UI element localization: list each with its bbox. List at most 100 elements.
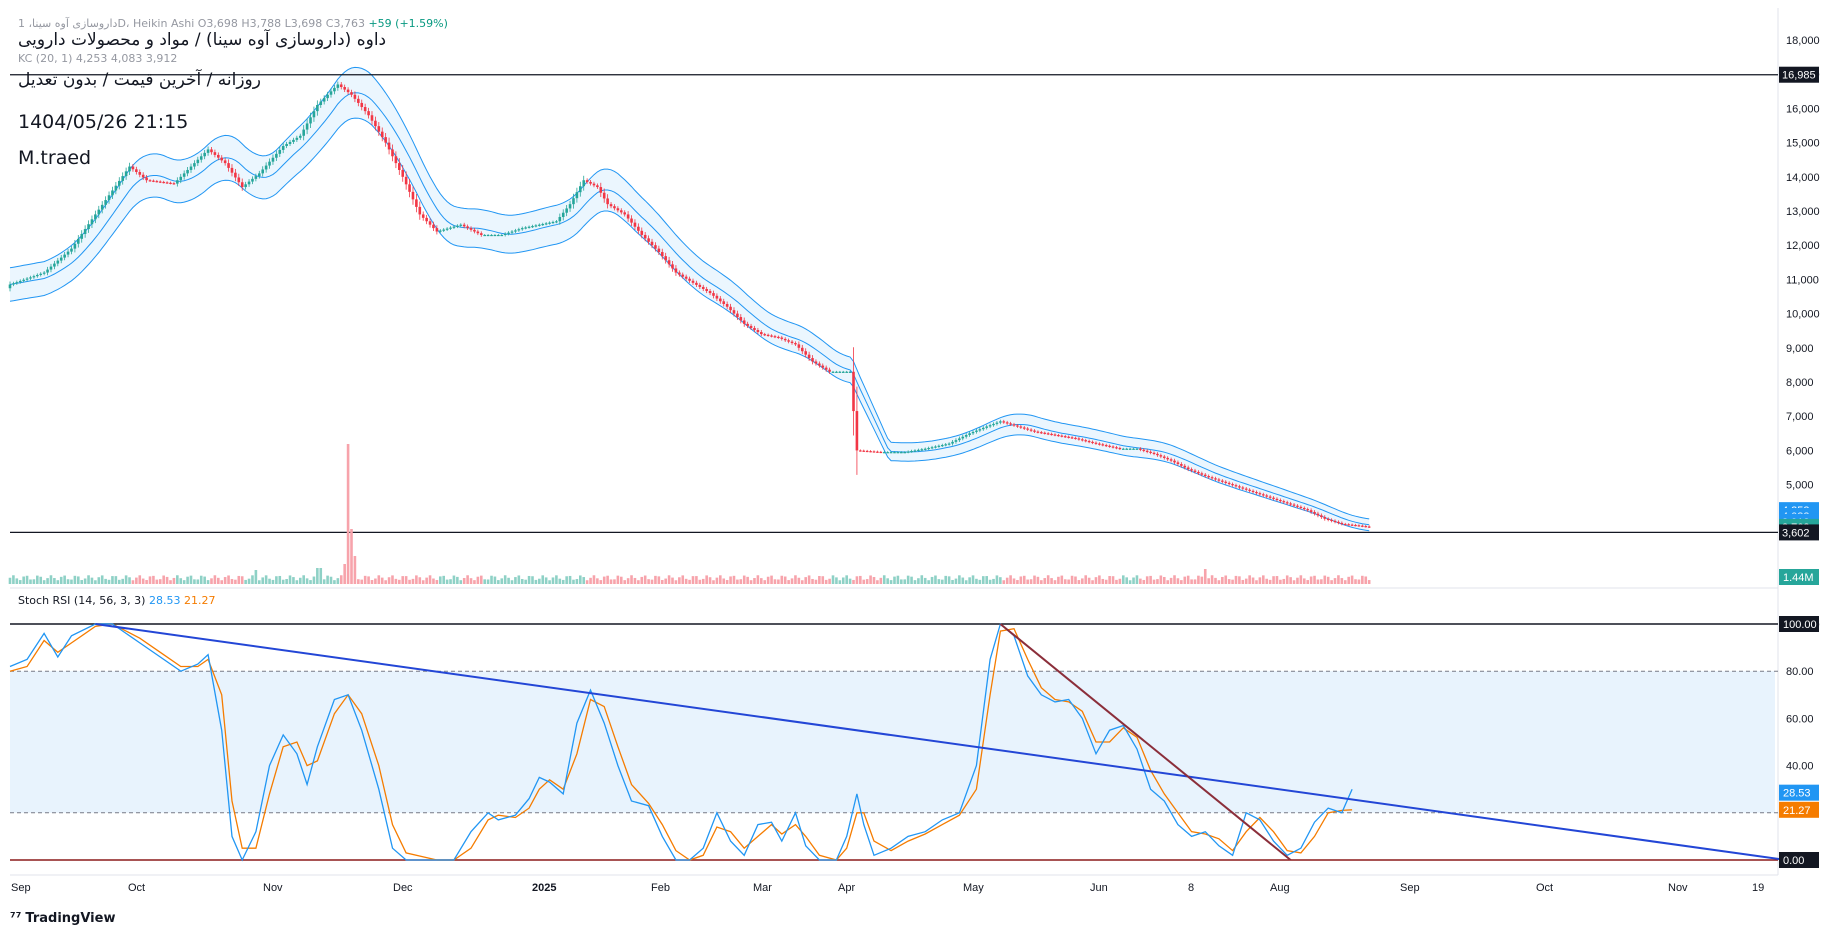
- candle-body: [83, 229, 87, 234]
- candle-body: [869, 451, 872, 453]
- volume-badge: [1779, 569, 1819, 585]
- volume-bar: [1067, 579, 1070, 584]
- candle-body: [305, 123, 309, 130]
- volume-bar: [678, 577, 681, 584]
- candle-body: [879, 451, 883, 454]
- volume-bar: [100, 575, 104, 584]
- stoch-rsi-label: Stoch RSI (14, 56, 3, 3): [18, 594, 146, 607]
- volume-bar: [729, 576, 732, 584]
- volume-bar: [859, 575, 862, 584]
- volume-bar: [1306, 580, 1309, 584]
- volume-bar: [695, 576, 698, 584]
- candle-body: [339, 84, 343, 88]
- time-axis-label: 2025: [532, 882, 556, 894]
- candle-body: [1238, 486, 1241, 488]
- volume-bar: [739, 579, 743, 584]
- candle-body: [254, 176, 258, 179]
- volume-bar: [708, 577, 712, 584]
- volume-bar: [1125, 577, 1129, 584]
- volume-bar: [281, 579, 285, 584]
- tradingview-brand[interactable]: ⁷⁷ TradingView: [10, 911, 115, 926]
- time-axis-label: Feb: [651, 882, 670, 894]
- candle-body: [1289, 503, 1292, 505]
- volume-bar: [1043, 578, 1047, 584]
- volume-bar: [398, 579, 401, 584]
- volume-bar: [1231, 579, 1234, 584]
- volume-bar: [326, 575, 329, 584]
- stoch-badge-label: 21.27: [1783, 805, 1811, 817]
- volume-bar: [841, 577, 845, 584]
- candle-body: [77, 238, 80, 244]
- volume-bar: [1176, 578, 1180, 584]
- candle-body: [602, 192, 606, 199]
- volume-bar: [56, 580, 60, 584]
- candle-body: [479, 233, 483, 235]
- candle-body: [708, 291, 712, 294]
- volume-bar: [869, 575, 872, 584]
- candle-body: [742, 320, 746, 324]
- volume-bar: [1197, 575, 1200, 584]
- candle-body: [227, 163, 230, 168]
- volume-bar: [339, 575, 343, 584]
- candle-body: [531, 226, 534, 228]
- volume-bar: [701, 578, 705, 584]
- candle-body: [319, 101, 323, 105]
- volume-bar: [920, 575, 924, 584]
- candle-body: [558, 216, 562, 222]
- candle-body: [917, 449, 920, 452]
- volume-bar: [838, 580, 842, 584]
- candle-body: [910, 450, 913, 453]
- keltner-middle: [9, 92, 1370, 526]
- volume-bar: [865, 579, 869, 584]
- volume-bar: [336, 578, 340, 584]
- candle-body: [893, 452, 896, 454]
- candle-body: [445, 228, 449, 230]
- candle-body: [1115, 447, 1118, 449]
- volume-bar: [766, 576, 770, 584]
- candle-body: [961, 436, 965, 439]
- volume-bar: [1200, 576, 1204, 584]
- time-axis-label: Apr: [838, 882, 855, 894]
- candle-body: [70, 248, 73, 252]
- candle-body: [1070, 437, 1074, 439]
- candle-body: [852, 371, 855, 412]
- candle-body: [551, 221, 555, 224]
- candle-body: [971, 431, 975, 434]
- stoch-band-fill: [10, 671, 1775, 813]
- volume-bar: [333, 580, 336, 584]
- candle-body: [712, 293, 715, 296]
- price-tick-label: 11,000: [1786, 274, 1819, 286]
- volume-bar: [1046, 575, 1050, 584]
- candle-body: [1200, 473, 1204, 475]
- volume-bar: [770, 575, 773, 584]
- candle-body: [22, 279, 25, 281]
- candle-body: [923, 448, 927, 450]
- volume-bar: [917, 578, 920, 584]
- volume-bar: [138, 575, 142, 584]
- volume-bar: [647, 579, 650, 584]
- volume-bar: [213, 575, 217, 584]
- candle-body: [695, 282, 698, 285]
- candle-body: [1210, 477, 1214, 479]
- volume-bar: [674, 580, 678, 584]
- candle-body: [298, 135, 302, 138]
- price-tick-label: 18,000: [1786, 35, 1820, 47]
- volume-bar: [1272, 576, 1275, 584]
- volume-bar: [172, 577, 176, 584]
- volume-bar: [1340, 578, 1344, 584]
- volume-bar: [893, 576, 896, 584]
- volume-bar: [1326, 576, 1330, 584]
- candle-body: [408, 184, 411, 192]
- volume-bar: [964, 580, 968, 584]
- volume-bar: [828, 578, 831, 584]
- chart-subtitle: روزانه / آخرین قیمت / بدون تعدیل: [18, 70, 261, 90]
- volume-bar: [575, 579, 579, 584]
- volume-bar: [971, 575, 975, 584]
- candle-body: [1104, 445, 1108, 447]
- candle-body: [613, 206, 616, 209]
- candle-body: [770, 335, 773, 337]
- candle-body: [107, 195, 111, 201]
- candle-body: [1173, 460, 1176, 463]
- candle-body: [688, 278, 691, 281]
